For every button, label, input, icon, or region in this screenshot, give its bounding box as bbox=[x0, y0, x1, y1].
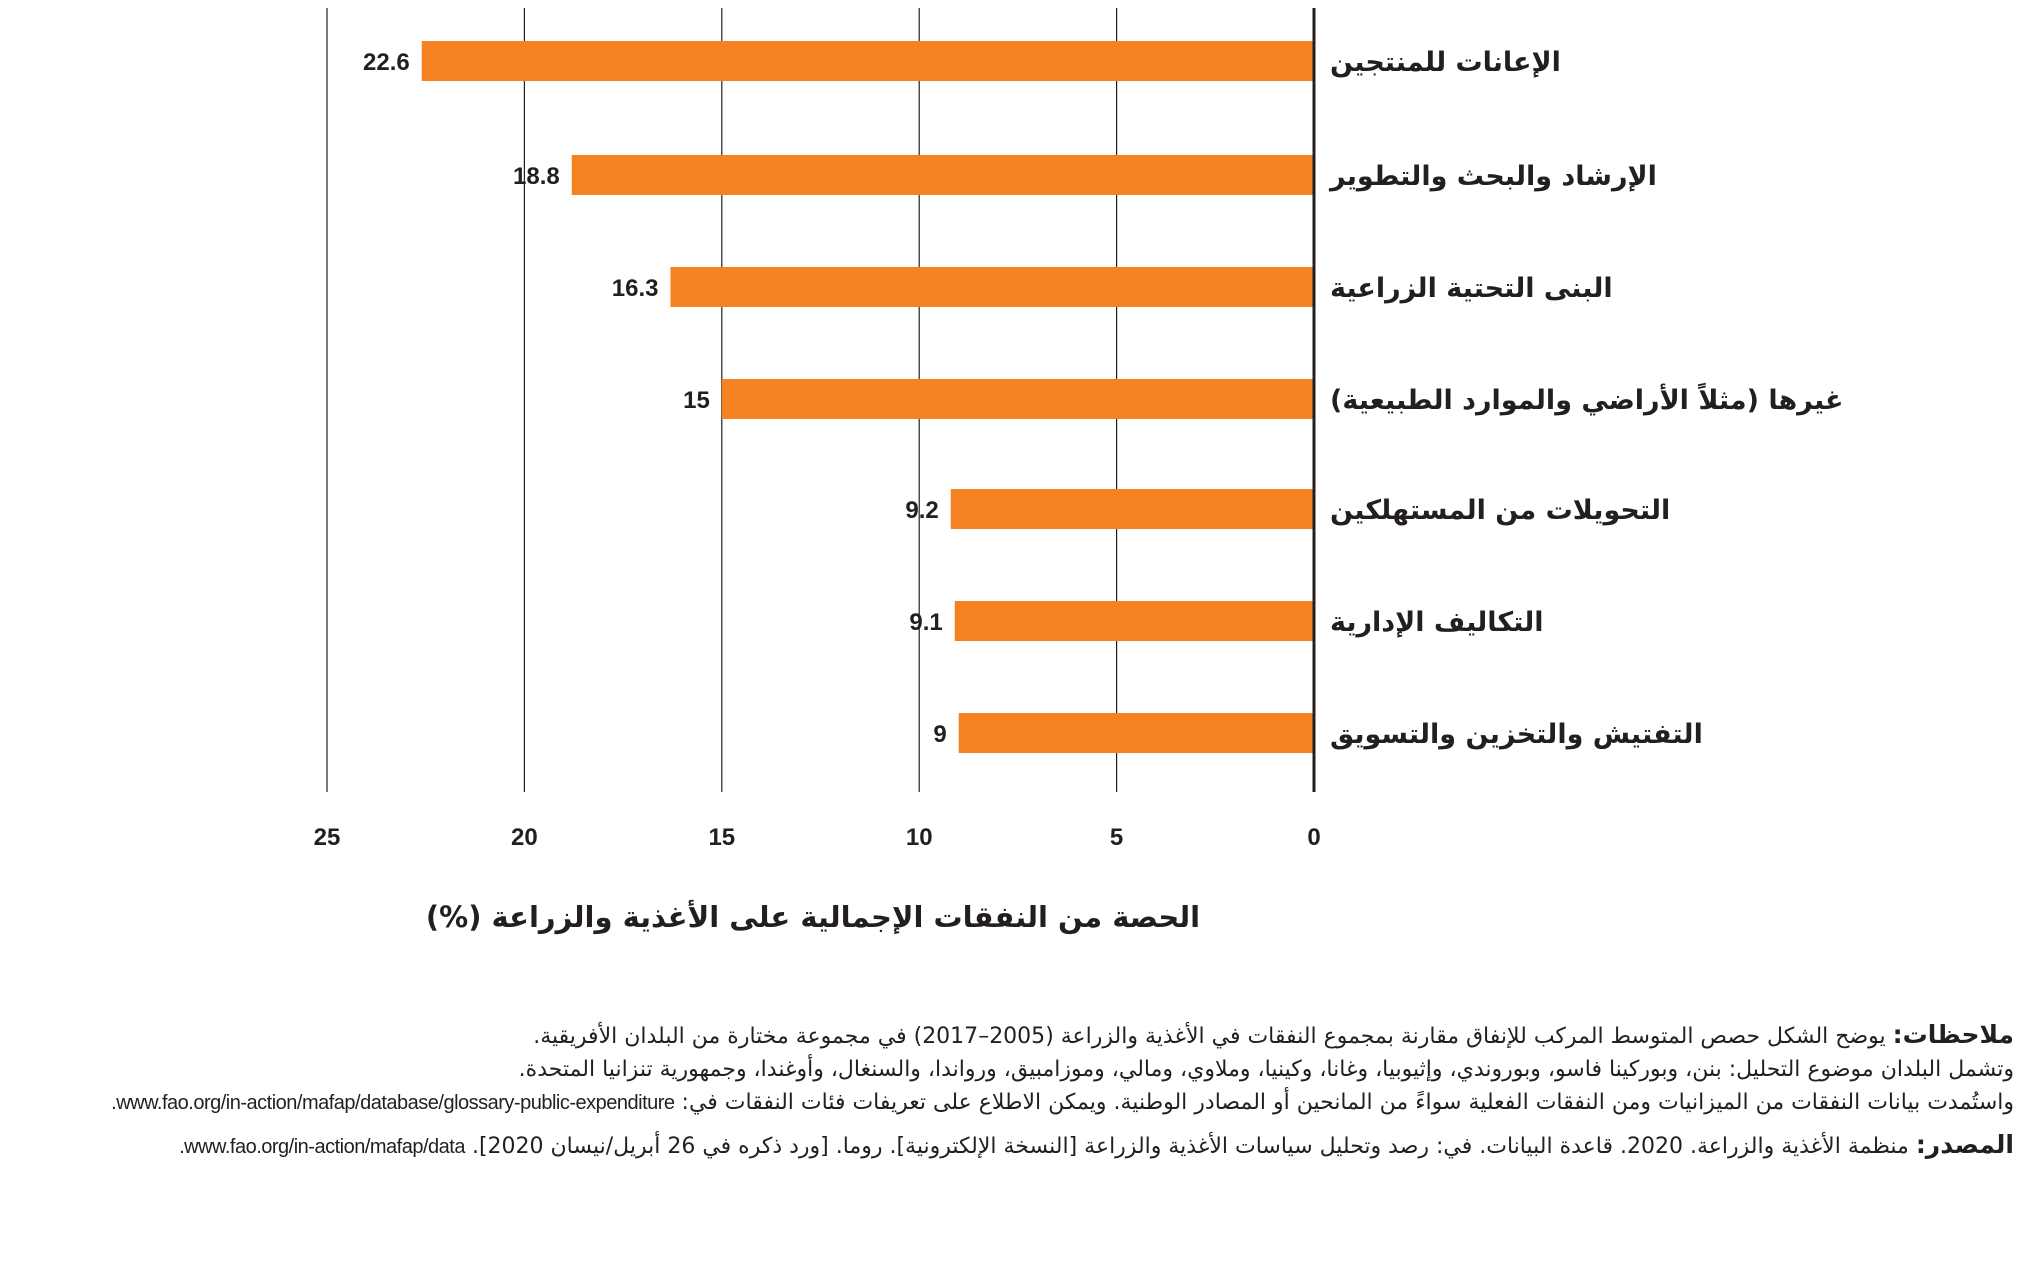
x-tick-label: 10 bbox=[906, 824, 933, 851]
category-label: التكاليف الإدارية bbox=[1330, 607, 1544, 638]
source-text: منظمة الأغذية والزراعة. 2020. قاعدة البي… bbox=[471, 1134, 1909, 1159]
notes-label: ملاحظات: bbox=[1892, 1020, 2014, 1049]
x-axis-title: الحصة من النفقات الإجمالية على الأغذية و… bbox=[426, 899, 1200, 934]
value-labels: 22.6 18.8 16.3 15 9.2 9.1 9 bbox=[363, 49, 947, 748]
notes-line-1: يوضح الشكل حصص المتوسط المركب للإنفاق مق… bbox=[533, 1024, 1886, 1049]
notes-paragraph: ملاحظات: يوضح الشكل حصص المتوسط المركب ل… bbox=[6, 1018, 2014, 1120]
notes-line-3: واستُمدت بيانات النفقات من الميزانيات وم… bbox=[681, 1090, 2014, 1115]
bar bbox=[670, 267, 1313, 307]
bar bbox=[421, 41, 1313, 81]
category-labels: الإعانات للمنتجين الإرشاد والبحث والتطوير… bbox=[1328, 47, 1843, 750]
bar-value-label: 16.3 bbox=[612, 275, 659, 302]
category-label: غيرها (مثلاً الأراضي والموارد الطبيعية) bbox=[1330, 382, 1843, 416]
source-url: www.fao.org/in-action/mafap/data. bbox=[179, 1136, 465, 1158]
bar-value-label: 9 bbox=[933, 721, 946, 748]
x-tick-label: 25 bbox=[314, 824, 341, 851]
x-tick-label: 20 bbox=[511, 824, 538, 851]
x-tick-label: 15 bbox=[708, 824, 735, 851]
bar bbox=[950, 489, 1313, 529]
bar-value-label: 18.8 bbox=[513, 163, 560, 190]
bar-value-label: 9.1 bbox=[909, 609, 942, 636]
bar-value-label: 15 bbox=[683, 387, 710, 414]
category-label: الإعانات للمنتجين bbox=[1330, 47, 1561, 78]
bar bbox=[958, 713, 1313, 753]
x-tick-label: 5 bbox=[1110, 824, 1123, 851]
source-paragraph: المصدر: منظمة الأغذية والزراعة. 2020. قا… bbox=[6, 1128, 2014, 1164]
bar-value-label: 22.6 bbox=[363, 49, 410, 76]
notes-url: www.fao.org/in-action/mafap/database/glo… bbox=[111, 1092, 675, 1114]
bar bbox=[571, 155, 1313, 195]
bar bbox=[721, 379, 1313, 419]
notes-line-2: وتشمل البلدان موضوع التحليل: بنن، وبوركي… bbox=[518, 1057, 2014, 1082]
bar bbox=[954, 601, 1313, 641]
bars bbox=[421, 41, 1313, 753]
source-label: المصدر: bbox=[1915, 1130, 2014, 1159]
category-label: الإرشاد والبحث والتطوير bbox=[1328, 161, 1657, 192]
x-tick-labels: 0 5 10 15 20 25 bbox=[314, 824, 1321, 851]
category-label: البنى التحتية الزراعية bbox=[1330, 273, 1613, 304]
notes-section: ملاحظات: يوضح الشكل حصص المتوسط المركب ل… bbox=[6, 1018, 2014, 1164]
x-tick-label: 0 bbox=[1307, 824, 1320, 851]
category-label: التفتيش والتخزين والتسويق bbox=[1330, 719, 1703, 750]
bar-value-label: 9.2 bbox=[905, 497, 938, 524]
category-label: التحويلات من المستهلكين bbox=[1330, 495, 1670, 526]
